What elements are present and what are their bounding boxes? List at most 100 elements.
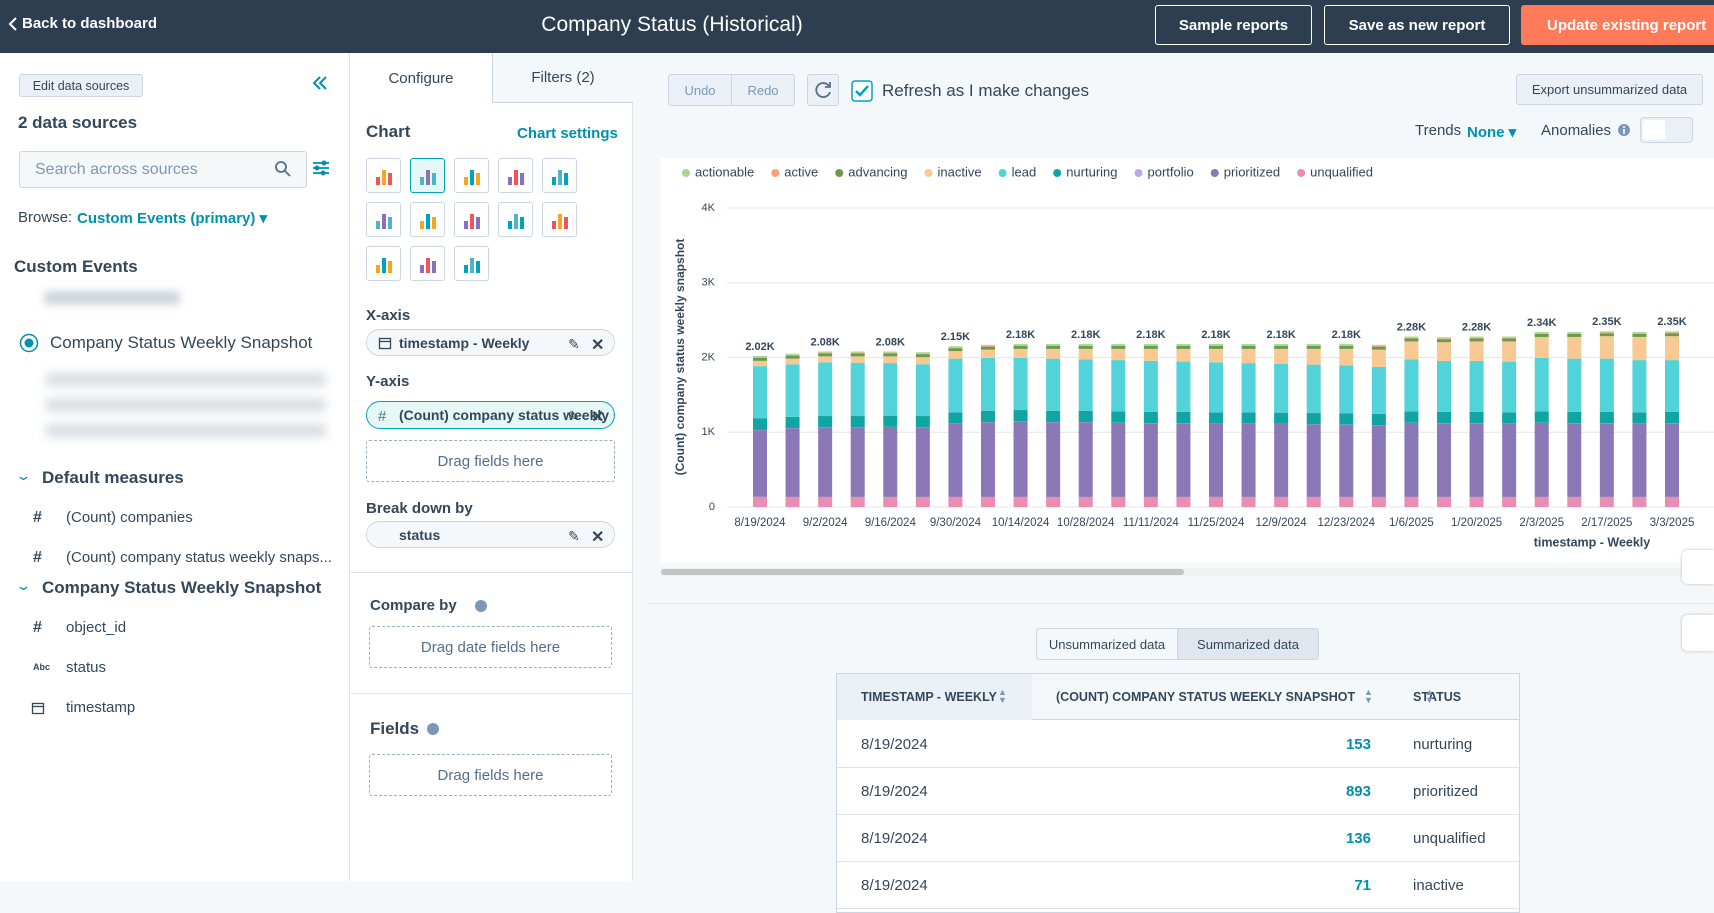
bar-segment — [851, 356, 865, 362]
update-button[interactable]: Update existing report — [1521, 5, 1714, 45]
edit-sources-button[interactable]: Edit data sources — [19, 74, 143, 97]
chart-settings-link[interactable]: Chart settings — [517, 125, 616, 142]
trends-dropdown[interactable]: None ▾ — [1467, 123, 1516, 141]
bar-segment — [1307, 413, 1321, 424]
compare-drop-zone[interactable]: Drag date fields here — [369, 626, 612, 668]
bar-segment — [1535, 334, 1549, 337]
refresh-checkbox[interactable] — [851, 80, 873, 102]
summarized-tab[interactable]: Summarized data — [1178, 629, 1318, 659]
bar-segment — [1502, 338, 1516, 341]
bar-segment — [1014, 497, 1028, 507]
cell-count[interactable]: 71 — [1032, 877, 1371, 894]
undo-button[interactable]: Undo — [669, 75, 732, 105]
cell-count[interactable]: 153 — [1032, 736, 1371, 753]
bar-segment — [786, 428, 800, 497]
field-name[interactable]: timestamp — [66, 699, 135, 716]
bar-segment — [1567, 332, 1581, 333]
unsummarized-tab[interactable]: Unsummarized data — [1037, 629, 1178, 659]
field-name[interactable]: (Count) company status weekly snaps... — [66, 549, 332, 566]
bar-segment — [981, 422, 995, 497]
field-name[interactable]: object_id — [66, 619, 126, 636]
refresh-button[interactable] — [807, 74, 839, 106]
side-tab[interactable] — [1682, 615, 1714, 651]
cell-count[interactable]: 893 — [1032, 783, 1371, 800]
cell-count[interactable]: 136 — [1032, 830, 1371, 847]
config-panel: Configure Filters (2) Chart Chart settin… — [350, 53, 633, 881]
anomalies-toggle[interactable] — [1640, 117, 1693, 143]
browse-dropdown[interactable]: Custom Events (primary) ▾ — [77, 209, 267, 227]
y-drop-zone[interactable]: Drag fields here — [366, 440, 615, 482]
bar-segment — [1079, 422, 1093, 497]
bar-segment — [1274, 364, 1288, 413]
column-header[interactable]: (COUNT) COMPANY STATUS WEEKLY SNAPSHOT — [1056, 690, 1355, 704]
bar-segment — [1209, 424, 1223, 497]
chart-type-button[interactable] — [498, 202, 533, 237]
radio[interactable] — [19, 333, 39, 353]
x-field: timestamp - Weekly — [399, 335, 529, 351]
cell-date: 8/19/2024 — [861, 736, 928, 753]
fields-drop-zone[interactable]: Drag fields here — [369, 754, 612, 796]
chart-type-icon — [499, 159, 532, 192]
icon-shape — [388, 261, 392, 273]
group-chevron[interactable]: ⌄ — [15, 468, 31, 484]
collapse-icon[interactable] — [312, 75, 328, 91]
save-button[interactable]: Save as new report — [1324, 5, 1510, 45]
chart-type-button[interactable] — [542, 158, 577, 193]
icon-shape — [464, 177, 468, 185]
chart-type-button[interactable] — [366, 158, 401, 193]
bar-segment — [753, 418, 767, 429]
chart-type-button[interactable] — [366, 246, 401, 281]
info-dot — [475, 600, 487, 612]
field-name[interactable]: status — [66, 659, 106, 676]
calendar-icon — [31, 701, 45, 715]
chart-type-button[interactable] — [366, 202, 401, 237]
bar-segment — [1144, 349, 1158, 361]
icon-shape — [420, 265, 424, 273]
column-header[interactable]: STATUS — [1413, 690, 1461, 704]
redo-button[interactable]: Redo — [732, 75, 794, 105]
edit-icon[interactable]: ✎ — [568, 336, 580, 353]
chart-type-icon — [411, 203, 444, 236]
sort-icon[interactable]: ▲ ▼ — [1425, 688, 1434, 704]
bar-segment — [1404, 338, 1418, 341]
chart-type-button[interactable] — [498, 158, 533, 193]
sort-icon[interactable]: ▲ ▼ — [998, 688, 1007, 704]
group-chevron[interactable]: ⌄ — [15, 578, 31, 594]
info-dot — [427, 723, 439, 735]
remove-icon[interactable]: ✕ — [591, 407, 604, 427]
bar-segment — [1372, 425, 1386, 497]
search-input[interactable]: Search across sources — [19, 151, 307, 188]
chart-type-button[interactable] — [542, 202, 577, 237]
bar-segment — [1144, 497, 1158, 507]
filters-tab[interactable]: Filters (2) — [492, 53, 633, 103]
sample-reports-button[interactable]: Sample reports — [1155, 5, 1312, 45]
remove-icon[interactable]: ✕ — [591, 527, 604, 547]
chart-type-button[interactable] — [454, 246, 489, 281]
chart-type-button[interactable] — [454, 158, 489, 193]
calendar-icon — [378, 336, 392, 350]
bar-segment — [1665, 332, 1679, 333]
sort-icon[interactable]: ▲ ▼ — [1364, 688, 1373, 704]
remove-icon[interactable]: ✕ — [591, 335, 604, 355]
column-header[interactable]: TIMESTAMP - WEEKLY — [861, 690, 997, 704]
x-tick-label: 2/17/2025 — [1581, 517, 1632, 529]
export-button[interactable]: Export unsummarized data — [1516, 74, 1703, 105]
chart-type-button[interactable] — [410, 246, 445, 281]
edit-icon[interactable]: ✎ — [568, 408, 580, 425]
field-name[interactable]: (Count) companies — [66, 509, 193, 526]
configure-tab[interactable]: Configure — [350, 53, 492, 103]
bar-segment — [1372, 345, 1386, 346]
report-title: Company Status (Historical) — [472, 13, 872, 37]
x-tick-label: 1/6/2025 — [1389, 517, 1434, 529]
side-tab[interactable] — [1682, 550, 1714, 584]
chart-type-button[interactable] — [410, 202, 445, 237]
legend-swatch — [1135, 169, 1143, 177]
icon-shape — [420, 221, 424, 229]
edit-icon[interactable]: ✎ — [568, 528, 580, 545]
bar-segment — [883, 416, 897, 427]
legend-label: inactive — [938, 164, 982, 179]
filter-icon[interactable] — [312, 159, 330, 177]
chart-type-button[interactable] — [454, 202, 489, 237]
chart-type-button[interactable] — [410, 158, 445, 193]
back-link[interactable]: Back to dashboard — [8, 15, 157, 32]
